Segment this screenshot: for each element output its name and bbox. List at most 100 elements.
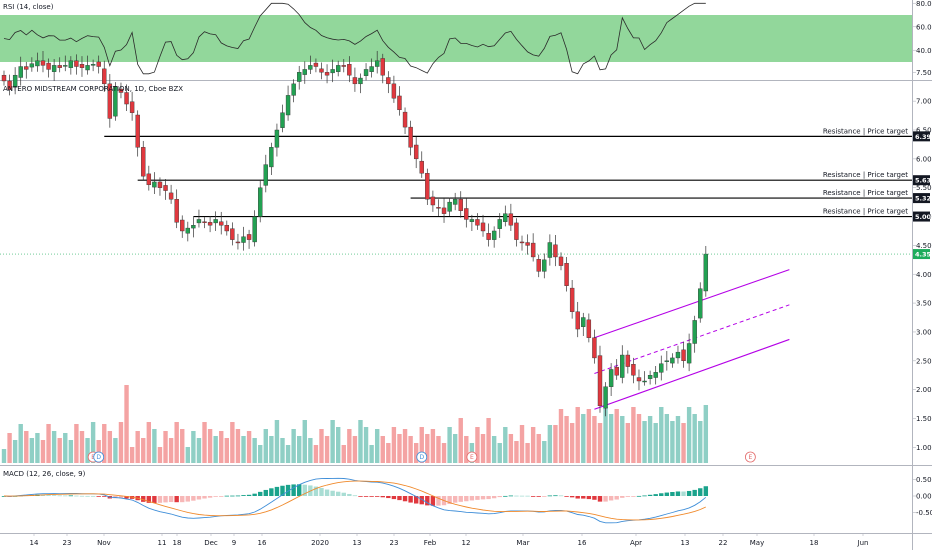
candle-body — [670, 357, 675, 364]
candle-body — [285, 95, 291, 116]
volume-bar — [653, 423, 658, 463]
macd-histogram-bar — [235, 495, 241, 497]
volume-bar — [525, 443, 530, 463]
candle-body — [180, 219, 185, 232]
dividend-event-marker[interactable] — [93, 451, 105, 463]
macd-histogram-bar — [692, 489, 697, 496]
volume-bar — [202, 422, 207, 463]
candle-body — [374, 60, 380, 67]
rsi-axis-label: 60.00 — [916, 23, 932, 31]
candle-body — [263, 164, 268, 186]
candle-body — [74, 60, 79, 67]
volume-bar — [107, 431, 113, 463]
macd-histogram-bar — [90, 495, 96, 497]
channel-upper-line[interactable] — [594, 269, 790, 339]
volume-bars — [1, 385, 709, 463]
macd-histogram-bar — [85, 495, 90, 497]
macd-histogram-bar — [475, 496, 480, 500]
resistance-label: Resistance | Price target — [823, 208, 908, 216]
volume-bar — [313, 445, 319, 463]
macd-histogram-bar — [263, 489, 268, 496]
time-axis-label: 22 — [719, 539, 728, 547]
volume-bar — [146, 422, 152, 463]
macd-histogram-bar — [163, 496, 168, 503]
macd-histogram-bar — [291, 484, 296, 496]
channel-lower-line[interactable] — [594, 338, 790, 410]
macd-histogram-bar — [675, 491, 681, 496]
macd-histogram-bar — [547, 495, 553, 497]
macd-axis: 0.50 0.00 -0.50 — [912, 476, 932, 517]
candle-body — [659, 363, 664, 373]
candlesticks — [1, 50, 709, 417]
signal-line — [3, 480, 706, 521]
volume-bar — [352, 436, 358, 463]
time-axis[interactable]: 14 23 Nov 11 18 Dec 9 16 2020 13 23 Feb 12 Mar 16 Apr 13… — [30, 533, 869, 547]
macd-histogram — [1, 484, 709, 506]
rsi-pane[interactable]: RSI (14, close) 80.00 60.00 40.00 — [0, 0, 932, 75]
volume-bar — [464, 436, 469, 463]
candle-body — [586, 319, 592, 338]
earnings-event-letter: E — [748, 454, 752, 461]
candle-body — [497, 219, 502, 229]
macd-histogram-bar — [464, 496, 469, 502]
volume-bar — [40, 440, 46, 463]
macd-histogram-bar — [581, 496, 586, 499]
macd-histogram-bar — [391, 496, 397, 500]
earnings-event-marker[interactable] — [466, 451, 478, 463]
rsi-axis: 80.00 60.00 40.00 — [912, 0, 932, 55]
dividend-event-marker[interactable] — [416, 451, 428, 463]
price-axis-label: 5.50 — [916, 184, 932, 192]
volume-bar — [452, 434, 458, 463]
candle-body — [397, 95, 402, 111]
macd-histogram-bar — [336, 491, 341, 496]
macd-histogram-bar — [636, 495, 642, 497]
earnings-event-letter: E — [91, 454, 95, 461]
last-price-tag — [913, 249, 930, 260]
volume-bar — [308, 438, 313, 463]
candle-body — [491, 230, 497, 240]
price-pane[interactable]: 7.50 7.00 6.50 6.00 5.50 5.00 4.50 4.00 3.50 3.00… — [0, 50, 932, 463]
candle-body — [29, 63, 35, 68]
candle-body — [408, 126, 413, 148]
macd-histogram-bar — [40, 494, 46, 496]
macd-histogram-bar — [536, 496, 541, 497]
volume-bar — [113, 438, 118, 463]
price-axis-label: 4.00 — [916, 271, 932, 279]
macd-histogram-bar — [480, 496, 486, 500]
volume-bar — [402, 429, 408, 463]
candle-body — [135, 114, 140, 148]
volume-bar — [647, 416, 653, 463]
candle-body — [174, 199, 179, 223]
candle-body — [18, 66, 23, 78]
macd-histogram-bar — [369, 496, 374, 497]
macd-histogram-bar — [74, 495, 79, 497]
candle-body — [102, 68, 107, 85]
candle-body — [386, 77, 391, 85]
macd-histogram-bar — [664, 492, 670, 496]
candle-body — [302, 69, 307, 75]
macd-pane[interactable]: MACD (12, 26, close, 9) 0.50 0.00 -0.50 — [1, 470, 932, 524]
rsi-axis-label: 40.00 — [916, 47, 932, 55]
candle-body — [191, 225, 196, 229]
macd-histogram-bar — [408, 496, 413, 503]
earnings-event-marker[interactable] — [744, 451, 756, 463]
candle-body — [141, 147, 146, 177]
macd-histogram-bar — [79, 495, 85, 497]
candle-body — [7, 80, 12, 90]
candle-body — [129, 101, 135, 113]
volume-bar — [369, 445, 374, 463]
macd-histogram-bar — [430, 496, 436, 506]
resistance-value: 5.63 — [915, 177, 931, 185]
candle-body — [24, 66, 29, 70]
resistance-value: 6.39 — [915, 133, 932, 141]
volume-bar — [475, 427, 480, 463]
candle-body — [698, 288, 703, 319]
candle-body — [636, 377, 642, 382]
candle-body — [458, 199, 463, 211]
candle-body — [508, 213, 514, 226]
candle-body — [124, 92, 129, 105]
volume-bar — [614, 409, 619, 463]
macd-histogram-bar — [180, 496, 185, 503]
